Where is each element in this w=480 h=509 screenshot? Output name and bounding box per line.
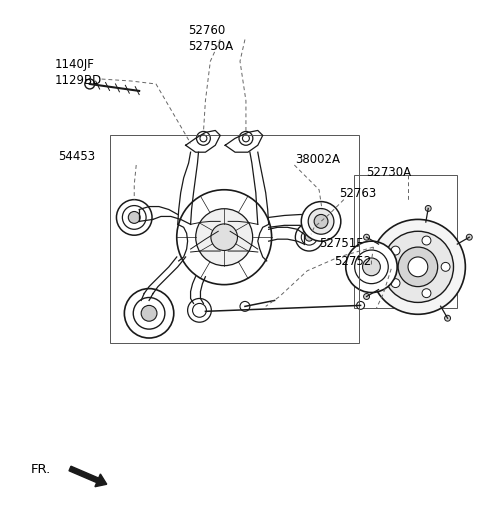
Text: 52750A: 52750A — [189, 40, 234, 53]
Circle shape — [466, 235, 472, 241]
Text: 52730A: 52730A — [367, 166, 412, 179]
Text: 1140JF: 1140JF — [54, 58, 94, 71]
Text: 52760: 52760 — [189, 24, 226, 37]
Text: FR.: FR. — [30, 462, 51, 475]
Text: 54453: 54453 — [58, 149, 95, 162]
Circle shape — [141, 306, 157, 322]
FancyArrow shape — [69, 466, 107, 487]
Bar — [354, 176, 457, 309]
Circle shape — [398, 247, 438, 287]
Circle shape — [308, 209, 334, 235]
Circle shape — [301, 202, 341, 242]
Circle shape — [211, 224, 238, 251]
Circle shape — [346, 242, 397, 293]
Circle shape — [314, 215, 328, 229]
Circle shape — [85, 80, 95, 90]
Text: 52752: 52752 — [334, 255, 371, 268]
Circle shape — [391, 279, 400, 288]
Text: 52751F: 52751F — [319, 236, 363, 249]
Circle shape — [362, 259, 380, 276]
Circle shape — [357, 302, 364, 310]
Text: 1129BD: 1129BD — [54, 73, 101, 87]
Bar — [109, 136, 359, 343]
Circle shape — [422, 237, 431, 245]
Circle shape — [124, 289, 174, 338]
Circle shape — [408, 258, 428, 277]
Circle shape — [240, 302, 250, 312]
Circle shape — [441, 263, 450, 272]
Circle shape — [444, 316, 451, 322]
Circle shape — [117, 200, 152, 236]
Text: 38002A: 38002A — [295, 152, 340, 165]
Circle shape — [391, 247, 400, 256]
Circle shape — [422, 289, 431, 298]
Circle shape — [295, 224, 323, 251]
Circle shape — [425, 206, 431, 212]
Circle shape — [363, 294, 370, 300]
Text: 52763: 52763 — [339, 187, 376, 200]
Circle shape — [305, 234, 313, 242]
Circle shape — [371, 220, 466, 315]
Circle shape — [177, 190, 272, 285]
Circle shape — [383, 232, 454, 303]
Circle shape — [188, 299, 211, 323]
Circle shape — [196, 209, 252, 266]
Circle shape — [363, 235, 370, 241]
Circle shape — [128, 212, 140, 224]
